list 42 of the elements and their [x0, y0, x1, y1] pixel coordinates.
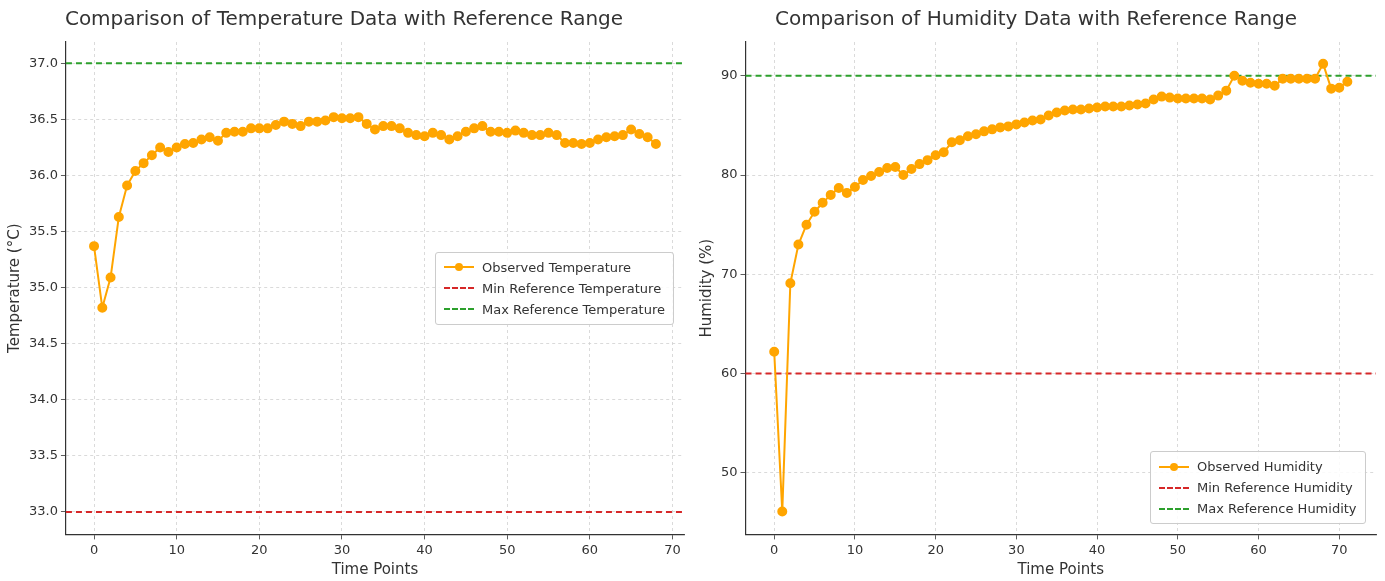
y-tick-label: 34.0 [28, 391, 58, 407]
x-tick-label: 10 [846, 541, 864, 557]
y-tick-label: 33.0 [28, 503, 58, 519]
x-tick-label: 20 [927, 541, 944, 557]
x-tick-label: 20 [251, 541, 268, 557]
x-tick-label: 50 [1169, 541, 1187, 557]
legend-label: Observed Temperature [482, 259, 632, 275]
y-tick-label: 33.5 [28, 447, 58, 463]
chart-title: Comparison of Humidity Data with Reference Range [774, 6, 1298, 31]
y-tick-label: 90 [721, 67, 738, 83]
legend-label: Observed Humidity [1197, 459, 1323, 475]
y-tick-label: 50 [721, 464, 738, 480]
x-tick-label: 60 [581, 541, 599, 557]
y-tick-label: 35.0 [28, 279, 58, 295]
x-tick-label: 30 [333, 541, 351, 557]
y-tick-label: 36.5 [28, 110, 58, 126]
x-tick-label: 10 [168, 541, 185, 557]
y-tick-label: 36.0 [28, 166, 58, 182]
y-tick-label: 37.0 [28, 54, 58, 70]
y-tick-label: 60 [721, 364, 738, 380]
x-tick-label: 70 [1331, 541, 1348, 557]
x-axis-title: Time Points [330, 559, 419, 578]
x-tick-label: 40 [1088, 541, 1106, 557]
x-tick-label: 60 [1250, 541, 1267, 557]
x-tick-label: 50 [498, 541, 516, 557]
x-tick-label: 0 [770, 541, 779, 557]
y-tick-label: 34.5 [28, 335, 58, 351]
legend-label: Max Reference Humidity [1197, 501, 1357, 517]
x-tick-label: 0 [89, 541, 99, 557]
y-tick-label: 80 [721, 166, 738, 182]
legend-label: Max Reference Temperature [482, 301, 665, 317]
y-tick-label: 35.5 [28, 222, 58, 238]
x-tick-label: 30 [1008, 541, 1025, 557]
x-axis-title: Time Points [1016, 559, 1105, 578]
chart-title: Comparison of Temperature Data with Reference Range [64, 6, 624, 31]
legend-label: Min Reference Temperature [482, 280, 662, 296]
y-axis-title: Temperature (°C) [4, 223, 23, 354]
y-axis-title: Humidity (%) [696, 238, 715, 338]
x-tick-label: 40 [416, 541, 433, 557]
y-tick-label: 70 [721, 265, 738, 281]
legend-label: Min Reference Humidity [1197, 480, 1353, 496]
x-tick-label: 70 [664, 541, 681, 557]
